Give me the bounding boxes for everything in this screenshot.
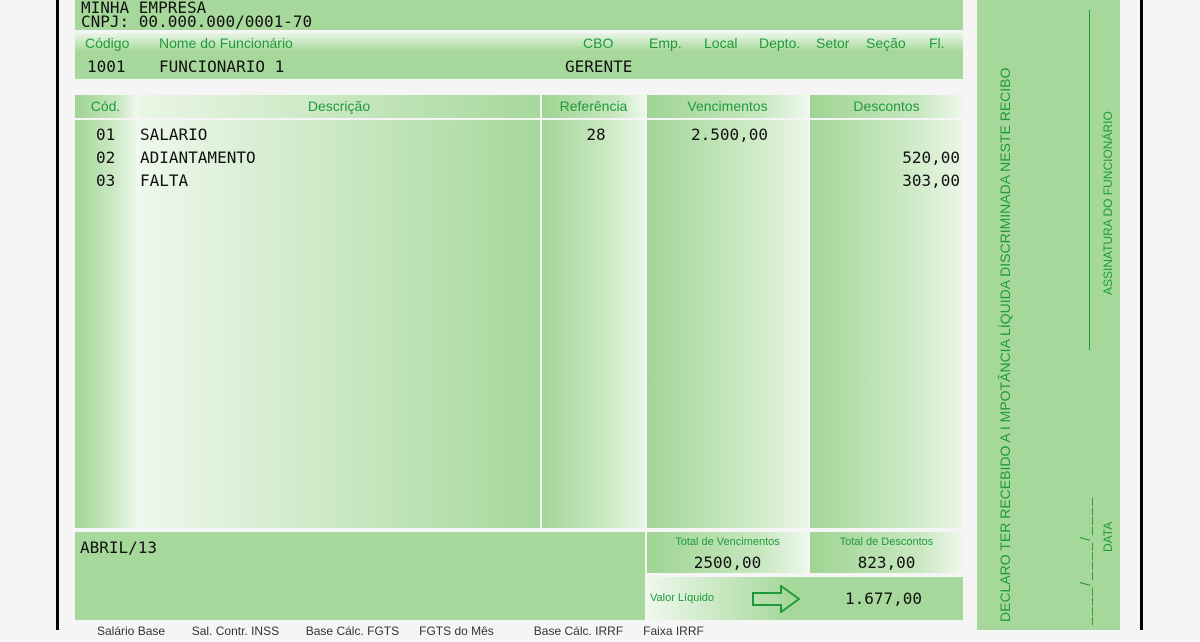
employee-name: FUNCIONARIO 1 xyxy=(159,57,285,76)
header-local: Local xyxy=(704,35,738,51)
date-label: DATA xyxy=(1101,521,1115,552)
total-deductions-label: Total de Descontos xyxy=(839,536,934,548)
receipt-declaration: DECLARO TER RECEBIDO A I MPOTÂNCIA LÍQUI… xyxy=(997,67,1013,622)
row-description: FALTA xyxy=(140,171,189,190)
row-code: 03 xyxy=(96,171,116,190)
header-emp: Emp. xyxy=(649,35,682,51)
total-earnings: 2500,00 xyxy=(693,553,762,572)
row-deductions: 303,00 xyxy=(902,171,960,190)
total-earnings-box: Total de Vencimentos 2500,00 xyxy=(647,532,808,573)
date-blank: ____/____/____ xyxy=(1077,495,1093,625)
col-header-description: Descrição xyxy=(138,95,540,118)
net-label: Valor Líquido xyxy=(650,592,715,604)
period: ABRIL/13 xyxy=(80,538,158,557)
col-earnings xyxy=(647,120,808,528)
signature-label: ASSINATURA DO FUNCIONÁRIO xyxy=(1101,111,1115,295)
row-description: SALARIO xyxy=(140,125,208,144)
total-deductions-box: Total de Descontos 823,00 xyxy=(810,532,963,573)
employee-cbo: GERENTE xyxy=(565,57,633,76)
row-earnings: 2.500,00 xyxy=(690,125,769,144)
employee-band: Código Nome do Funcionário CBO Emp. Loca… xyxy=(75,33,963,79)
row-reference: 28 xyxy=(586,125,606,144)
header-fl: Fl. xyxy=(929,35,945,51)
employee-code: 1001 xyxy=(87,57,126,76)
col-header-earnings: Vencimentos xyxy=(647,95,808,118)
col-description xyxy=(138,120,540,528)
row-deductions: 520,00 xyxy=(902,148,960,167)
arrow-right-icon xyxy=(752,585,801,613)
col-code xyxy=(75,120,136,528)
bases-line: Salário Base Sal. Contr. INSS Base Cálc.… xyxy=(75,622,963,642)
col-reference xyxy=(542,120,645,528)
header-depto: Depto. xyxy=(759,35,801,51)
header-secao: Seção xyxy=(866,35,906,51)
col-header-code: Cód. xyxy=(75,95,136,118)
bases-labels: Salário Base Sal. Contr. INSS Base Cálc.… xyxy=(97,624,704,638)
row-code: 01 xyxy=(96,125,116,144)
company-cnpj: CNPJ: 00.000.000/0001-70 xyxy=(81,12,313,31)
company-header: MINHA EMPRESA CNPJ: 00.000.000/0001-70 xyxy=(75,0,963,30)
total-deductions: 823,00 xyxy=(857,553,916,572)
left-border xyxy=(56,0,59,630)
header-name: Nome do Funcionário xyxy=(159,35,293,51)
signature-line xyxy=(1089,10,1090,350)
total-earnings-label: Total de Vencimentos xyxy=(675,536,780,548)
company-name: MINHA EMPRESA xyxy=(81,0,207,17)
row-description: ADIANTAMENTO xyxy=(140,148,256,167)
net-value-box: Valor Líquido 1.677,00 xyxy=(647,577,963,620)
col-deductions xyxy=(810,120,963,528)
right-border xyxy=(1140,0,1143,630)
header-code: Código xyxy=(85,35,130,51)
header-cbo: CBO xyxy=(583,35,614,51)
net-value: 1.677,00 xyxy=(845,589,923,608)
row-code: 02 xyxy=(96,148,116,167)
col-header-reference: Referência xyxy=(542,95,645,118)
period-box: ABRIL/13 xyxy=(75,532,645,620)
receipt-strip: DECLARO TER RECEBIDO A I MPOTÂNCIA LÍQUI… xyxy=(977,0,1120,630)
col-header-deductions: Descontos xyxy=(810,95,963,118)
header-setor: Setor xyxy=(816,35,850,51)
